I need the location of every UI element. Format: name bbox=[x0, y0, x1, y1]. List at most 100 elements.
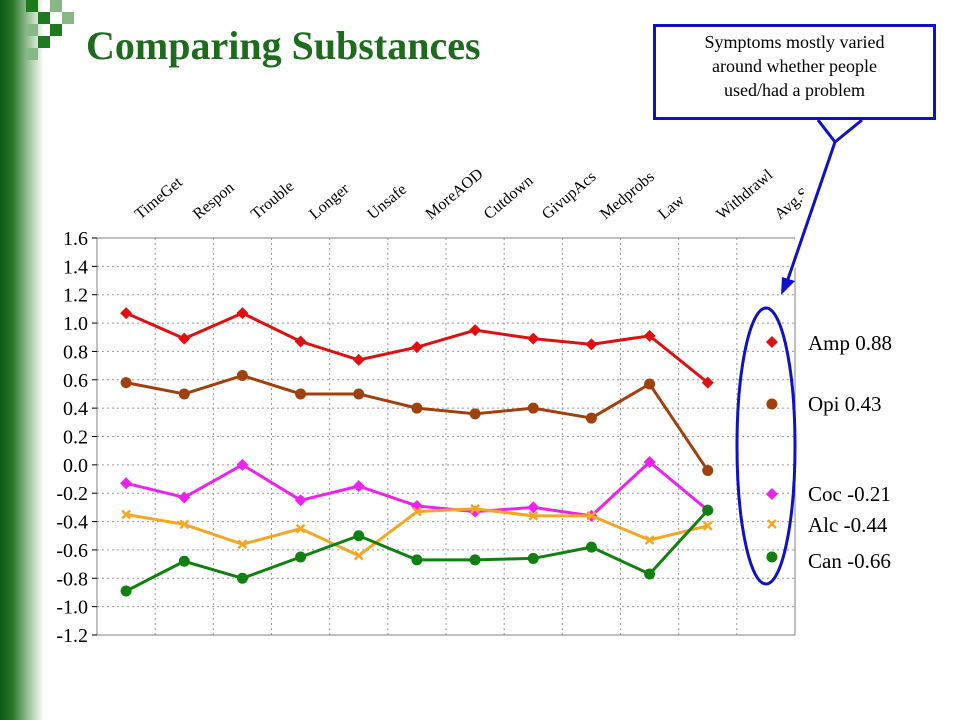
data-point-opi bbox=[295, 388, 307, 400]
data-point-coc bbox=[352, 480, 365, 493]
highlight-ellipse bbox=[735, 306, 797, 586]
data-point-amp bbox=[294, 335, 307, 348]
data-point-alc bbox=[702, 520, 713, 531]
data-point-coc bbox=[527, 501, 540, 514]
legend-marker-coc bbox=[765, 488, 778, 500]
x-category-label: Trouble bbox=[248, 178, 297, 223]
data-point-alc bbox=[470, 503, 480, 514]
data-point-can bbox=[585, 541, 597, 553]
data-point-alc bbox=[295, 523, 306, 534]
legend-label-opi: Opi 0.43 bbox=[808, 392, 882, 416]
data-point-alc bbox=[412, 506, 422, 517]
y-tick-label: -0.6 bbox=[56, 540, 88, 562]
plot-area bbox=[96, 237, 796, 636]
data-point-can bbox=[353, 530, 365, 542]
data-point-can bbox=[411, 554, 423, 566]
data-point-opi bbox=[644, 378, 656, 390]
y-tick-label: 0.0 bbox=[63, 455, 88, 477]
data-point-amp bbox=[178, 332, 191, 345]
data-point-alc bbox=[644, 535, 655, 545]
data-point-can bbox=[236, 572, 248, 584]
data-point-alc bbox=[237, 539, 248, 550]
legend-label-amp: Amp 0.88 bbox=[808, 331, 892, 355]
x-category-label: Cutdown bbox=[481, 172, 537, 223]
legend-marker-can bbox=[766, 551, 778, 563]
data-point-opi bbox=[411, 402, 423, 414]
y-tick-label: -0.8 bbox=[56, 568, 88, 590]
x-category-label: GivupAcs bbox=[539, 168, 600, 223]
legend-marker-amp bbox=[765, 336, 778, 348]
data-point-amp bbox=[236, 307, 249, 320]
data-point-coc bbox=[294, 494, 307, 507]
x-category-label: Respon bbox=[190, 179, 238, 223]
callout-arrowhead-icon bbox=[781, 277, 795, 295]
data-point-amp bbox=[585, 338, 598, 351]
data-point-alc bbox=[353, 550, 364, 561]
callout-box bbox=[653, 24, 936, 120]
y-tick-label: -1.2 bbox=[56, 625, 88, 647]
y-tick-label: -0.4 bbox=[56, 512, 88, 534]
checker-logo-icon bbox=[26, 0, 74, 60]
x-category-label: MoreAOD bbox=[423, 165, 487, 223]
y-tick-label: -0.2 bbox=[56, 483, 88, 505]
data-point-amp bbox=[643, 329, 656, 342]
data-point-can bbox=[644, 568, 656, 580]
callout-tail-edge bbox=[816, 119, 837, 143]
callout-text: Symptoms mostly varied around whether pe… bbox=[653, 30, 936, 102]
y-tick-label: 1.6 bbox=[63, 228, 88, 250]
y-tick-label: 1.4 bbox=[63, 256, 88, 278]
data-point-can bbox=[469, 554, 481, 566]
data-point-opi bbox=[236, 370, 248, 382]
data-point-amp bbox=[410, 341, 423, 354]
data-point-opi bbox=[469, 408, 481, 420]
data-point-coc bbox=[236, 458, 249, 471]
y-tick-label: 0.4 bbox=[63, 398, 88, 420]
left-decorative-bar bbox=[0, 0, 44, 720]
data-point-coc bbox=[178, 491, 191, 504]
data-point-amp bbox=[701, 376, 714, 389]
callout-tail-edge bbox=[834, 118, 863, 144]
callout-pointer-line bbox=[785, 141, 837, 283]
data-point-amp bbox=[120, 307, 133, 320]
callout-tail-fill bbox=[785, 120, 862, 290]
data-point-opi bbox=[527, 402, 539, 414]
data-point-amp bbox=[469, 324, 482, 337]
x-category-label: Longer bbox=[306, 180, 353, 223]
legend-marker-opi bbox=[766, 398, 778, 410]
data-point-coc bbox=[643, 456, 656, 469]
data-point-alc bbox=[586, 511, 597, 521]
callout-line-2: around whether people bbox=[712, 56, 877, 76]
data-point-can bbox=[120, 585, 132, 597]
data-point-alc bbox=[179, 519, 190, 530]
data-point-opi bbox=[178, 388, 190, 400]
data-point-opi bbox=[702, 465, 714, 477]
callout-line-3: used/had a problem bbox=[724, 80, 865, 100]
data-point-alc bbox=[528, 511, 539, 521]
x-category-label: Unsafe bbox=[364, 181, 410, 223]
y-tick-label: 0.6 bbox=[63, 370, 88, 392]
data-point-opi bbox=[585, 412, 597, 424]
legend-label-alc: Alc -0.44 bbox=[808, 513, 888, 537]
page-title: Comparing Substances bbox=[86, 23, 481, 68]
data-point-coc bbox=[120, 477, 133, 490]
y-tick-label: 1.2 bbox=[63, 285, 88, 307]
data-point-amp bbox=[352, 353, 365, 366]
data-point-can bbox=[527, 552, 539, 564]
data-point-can bbox=[178, 555, 190, 567]
y-tick-label: 0.2 bbox=[63, 427, 88, 449]
legend-label-coc: Coc -0.21 bbox=[808, 482, 891, 506]
data-point-opi bbox=[353, 388, 365, 400]
x-category-label: Medprobs bbox=[597, 168, 658, 223]
data-point-opi bbox=[120, 377, 132, 389]
y-tick-label: 0.8 bbox=[63, 341, 88, 363]
x-category-label: Law bbox=[655, 191, 688, 223]
data-point-amp bbox=[527, 332, 540, 345]
data-point-can bbox=[295, 551, 307, 563]
y-tick-label: -1.0 bbox=[56, 597, 88, 619]
y-tick-label: 1.0 bbox=[63, 313, 88, 335]
callout-line-1: Symptoms mostly varied bbox=[704, 32, 885, 52]
legend-marker-alc bbox=[767, 519, 777, 529]
x-category-label: Withdrawl bbox=[713, 166, 776, 223]
data-point-can bbox=[702, 504, 714, 516]
